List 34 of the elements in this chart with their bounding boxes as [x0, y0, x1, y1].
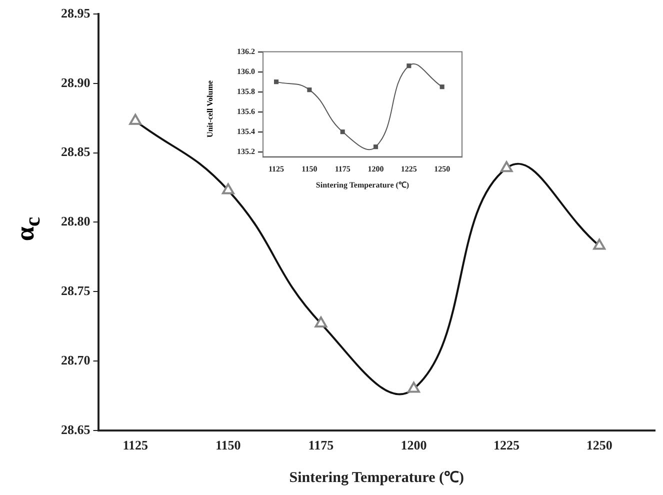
y-tick-label: 28.90 — [61, 74, 90, 90]
y-tick-label: 136.0 — [237, 66, 255, 76]
y-tick-label: 135.8 — [237, 86, 255, 96]
x-tick-label: 1225 — [494, 438, 520, 453]
x-tick-label: 1200 — [368, 164, 384, 174]
point — [374, 144, 378, 150]
point — [440, 84, 444, 90]
y-tick-label: 28.65 — [61, 422, 91, 437]
x-tick-label: 1225 — [400, 164, 417, 174]
point — [406, 64, 412, 68]
x-tick-label: 1125 — [122, 438, 148, 453]
x-tick-label: 1150 — [216, 438, 241, 453]
point — [340, 130, 345, 134]
x-tick-label: 1150 — [302, 164, 318, 174]
point — [274, 80, 279, 84]
x-tick-label: 1125 — [268, 164, 284, 174]
x-tick-label: 1175 — [334, 164, 350, 174]
y-tick-label: 28.85 — [61, 144, 91, 160]
y-tick-label: 135.6 — [237, 106, 255, 116]
x-tick-label: 1250 — [434, 164, 450, 174]
x-tick-label: 1250 — [586, 438, 612, 453]
y-tick-label: 135.2 — [237, 146, 255, 156]
x-axis-title: Sintering Temperature (℃) — [289, 470, 464, 486]
y-tick-label: 28.80 — [61, 214, 90, 229]
x-tick-label: 1175 — [308, 438, 334, 453]
x-tick-label: 1200 — [400, 438, 427, 453]
y-tick-label: 135.4 — [237, 126, 255, 136]
point — [307, 88, 312, 92]
y-tick-label: 136.2 — [237, 46, 255, 56]
x-axis-title: Sintering Temperature (℃) — [316, 180, 410, 190]
y-tick-label: 28.70 — [61, 352, 90, 368]
y-axis-title: Unit-cell Volume — [206, 80, 214, 138]
y-tick-label: 28.75 — [61, 282, 91, 298]
y-tick-label: 28.95 — [61, 5, 91, 20]
